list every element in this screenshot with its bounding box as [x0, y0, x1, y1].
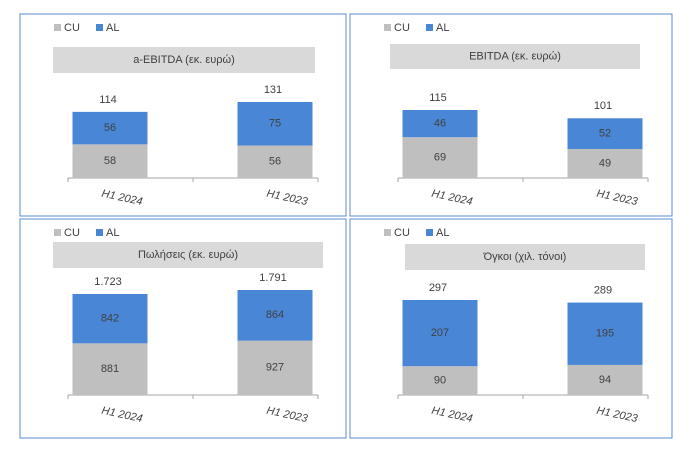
legend-swatch: [384, 229, 391, 236]
total-label: 114: [99, 94, 117, 106]
legend-swatch: [96, 24, 103, 31]
value-label: 842: [101, 313, 119, 325]
value-label: 881: [101, 363, 119, 375]
panel-border: [349, 13, 673, 217]
x-tick-label: H1 2023: [595, 405, 639, 426]
value-label: 864: [266, 309, 284, 321]
bar-segment: [567, 364, 643, 395]
value-label: 49: [599, 157, 611, 169]
chart-title: a-EBITDA (εκ. ευρώ): [133, 54, 235, 66]
panel-border: [19, 218, 347, 439]
legend-swatch: [54, 24, 61, 31]
bar-segment: [402, 137, 478, 178]
title-box: [390, 44, 640, 69]
bar-segment: [237, 102, 313, 146]
bar-segment: [567, 149, 643, 178]
x-tick-label: H1 2024: [430, 405, 473, 425]
x-tick-label: H1 2023: [595, 188, 639, 209]
value-label: 207: [431, 327, 449, 339]
bar-segment: [72, 144, 148, 178]
total-label: 1.791: [259, 272, 287, 284]
value-label: 75: [269, 118, 281, 130]
bar-segment: [72, 111, 148, 145]
legend-label: CU: [64, 227, 80, 239]
bar-segment: [402, 300, 478, 367]
legend-label: CU: [64, 22, 80, 34]
value-label: 52: [599, 128, 611, 140]
bar-segment: [402, 110, 478, 138]
value-label: 94: [599, 374, 611, 386]
x-tick-label: H1 2024: [100, 188, 143, 208]
bar-segment: [402, 366, 478, 395]
total-label: 289: [594, 284, 612, 296]
total-label: 101: [594, 100, 612, 112]
legend-swatch: [54, 229, 61, 236]
x-tick-label: H1 2024: [430, 188, 473, 208]
panel-border: [349, 218, 673, 439]
bar-segment: [237, 290, 313, 341]
x-tick-label: H1 2023: [265, 188, 309, 209]
title-box: [405, 244, 645, 270]
value-label: 56: [269, 156, 281, 168]
total-label: 297: [429, 282, 447, 294]
bar-segment: [72, 293, 148, 344]
value-label: 56: [104, 122, 116, 134]
value-label: 69: [434, 152, 446, 164]
legend-label: AL: [106, 227, 119, 239]
bar-segment: [567, 302, 643, 365]
value-label: 58: [104, 155, 116, 167]
bar-segment: [567, 118, 643, 150]
x-tick-label: H1 2023: [265, 405, 309, 426]
legend-label: CU: [394, 227, 410, 239]
chart-title: EBITDA (εκ. ευρώ): [469, 50, 561, 62]
bar-segment: [237, 145, 313, 178]
value-label: 90: [434, 375, 446, 387]
value-label: 195: [596, 328, 614, 340]
title-box: [53, 47, 315, 73]
total-label: 131: [264, 84, 282, 96]
value-label: 927: [266, 362, 284, 374]
total-label: 115: [429, 92, 447, 104]
bar-segment: [72, 343, 148, 395]
legend-swatch: [96, 229, 103, 236]
legend-label: CU: [394, 22, 410, 34]
chart-title: Πωλήσεις (εκ. ευρώ): [138, 249, 238, 261]
bar-segment: [237, 340, 313, 395]
total-label: 1.723: [94, 276, 122, 288]
legend-swatch: [426, 24, 433, 31]
x-tick-label: H1 2024: [100, 405, 143, 425]
legend-label: AL: [436, 22, 449, 34]
chart-title: Όγκοι (χιλ. τόνοι): [483, 251, 567, 263]
value-label: 46: [434, 118, 446, 130]
title-box: [53, 242, 323, 268]
legend-label: AL: [106, 22, 119, 34]
legend-label: AL: [436, 227, 449, 239]
panel-border: [19, 13, 347, 217]
legend-swatch: [384, 24, 391, 31]
legend-swatch: [426, 229, 433, 236]
